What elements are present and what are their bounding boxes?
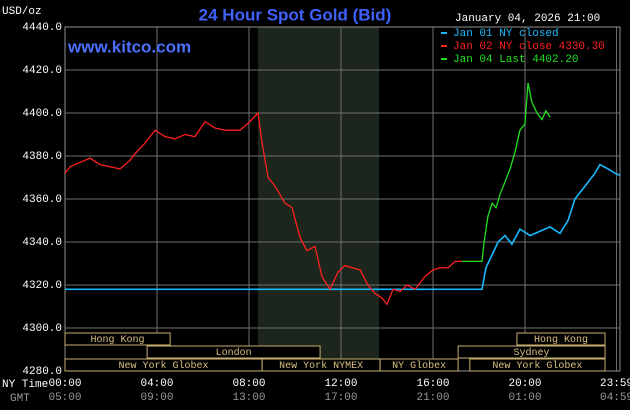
y-tick-label: 4340.0 [22, 237, 62, 249]
x-tick-label: 16:00 [416, 378, 449, 390]
x-axis-label: NY Time [2, 379, 48, 391]
session-box [64, 332, 171, 346]
chart-title: 24 Hour Spot Gold (Bid) [199, 5, 392, 24]
series-line [461, 82, 551, 263]
session-box [379, 358, 459, 372]
legend-label: Jan 01 NY closed [453, 28, 559, 40]
session-label: New York Globex [492, 360, 582, 372]
plot [64, 26, 621, 372]
legend-label: Jan 02 NY close 4330.30 [453, 41, 605, 53]
x-tick-label: 04:00 [140, 378, 173, 390]
x-tick-label: 08:00 [232, 378, 265, 390]
x2-tick-label: 01:00 [509, 392, 542, 404]
y-tick-label: 4380.0 [22, 151, 62, 163]
x-tick-label: 12:00 [324, 378, 357, 390]
session-label: Hong Kong [91, 335, 145, 346]
y-tick-label: 4420.0 [22, 65, 62, 77]
y-tick-label: 4360.0 [22, 194, 62, 206]
series-line [64, 111, 462, 306]
session-box [457, 345, 606, 359]
y-tick-label: 4280.0 [22, 366, 62, 378]
watermark: www.kitco.com [67, 37, 191, 56]
x2-tick-label: 13:00 [232, 392, 265, 404]
y-tick-label: 4440.0 [22, 22, 62, 34]
y-tick-label: 4400.0 [22, 108, 62, 120]
x2-tick-label: 05:00 [48, 392, 81, 404]
x2-tick-label: 04:59 [600, 392, 630, 404]
session-box [469, 358, 606, 372]
x-tick-label: 23:59 [600, 378, 630, 390]
session-label: NY Globex [392, 360, 446, 372]
session-label: London [216, 347, 252, 359]
date-label: January 04, 2026 21:00 [455, 13, 600, 25]
session-box [516, 332, 606, 346]
x2-tick-label: 21:00 [416, 392, 449, 404]
y-tick-label: 4300.0 [22, 323, 62, 335]
session-label: New York Globex [119, 360, 209, 372]
x-tick-label: 00:00 [48, 378, 81, 390]
x2-tick-label: 09:00 [140, 392, 173, 404]
session-label: Sydney [514, 347, 550, 359]
session-label: Hong Kong [534, 335, 588, 346]
y-axis-label: USD/oz [2, 6, 42, 18]
session-label: New York NYMEX [279, 360, 363, 372]
x2-axis-label: GMT [10, 393, 30, 405]
session-box [146, 345, 321, 359]
y-tick-label: 4320.0 [22, 280, 62, 292]
x-tick-label: 20:00 [509, 378, 542, 390]
x2-tick-label: 17:00 [324, 392, 357, 404]
series-line [65, 163, 621, 291]
legend-label: Jan 04 Last 4402.20 [453, 54, 578, 66]
